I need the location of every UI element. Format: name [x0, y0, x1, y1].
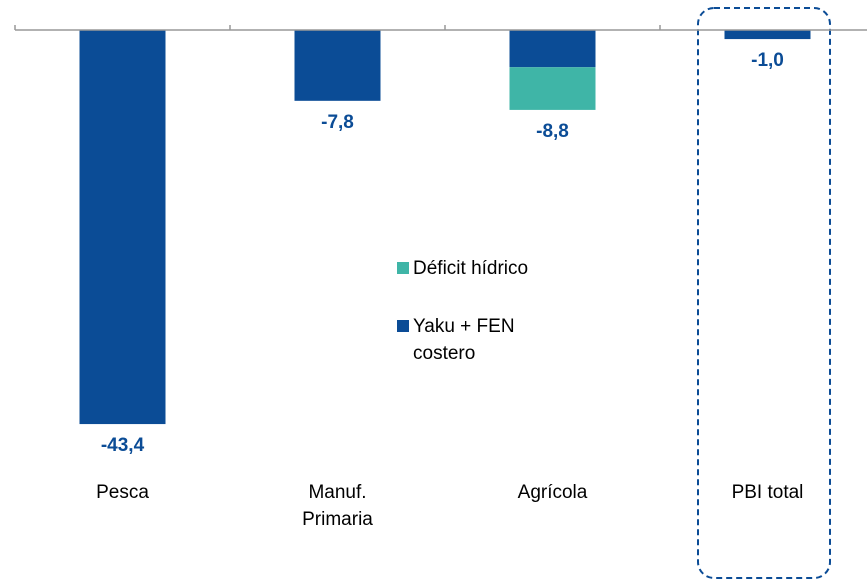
- legend-swatch: [397, 262, 409, 274]
- highlight-box: [697, 7, 831, 579]
- legend-item: Déficit hídrico: [397, 255, 587, 282]
- x-tick-label: PBI total: [731, 482, 804, 503]
- legend-item: Yaku + FEN costero: [397, 313, 587, 367]
- x-tick-label: Pesca: [96, 482, 149, 503]
- value-label: -1,0: [751, 50, 784, 71]
- value-label: -7,8: [321, 112, 354, 133]
- legend-swatch: [397, 320, 409, 332]
- legend-label: Déficit hídrico: [413, 258, 529, 279]
- bar: [79, 30, 166, 425]
- x-tick-label: Manuf. Primaria: [302, 482, 373, 530]
- value-label: -43,4: [101, 435, 145, 456]
- bar: [509, 67, 596, 110]
- legend-label: Yaku + FEN costero: [413, 316, 515, 364]
- bar: [509, 30, 596, 68]
- x-tick-label: Agrícola: [517, 482, 588, 503]
- bar: [724, 30, 811, 40]
- value-label: -8,8: [536, 121, 569, 142]
- bar: [294, 30, 381, 101]
